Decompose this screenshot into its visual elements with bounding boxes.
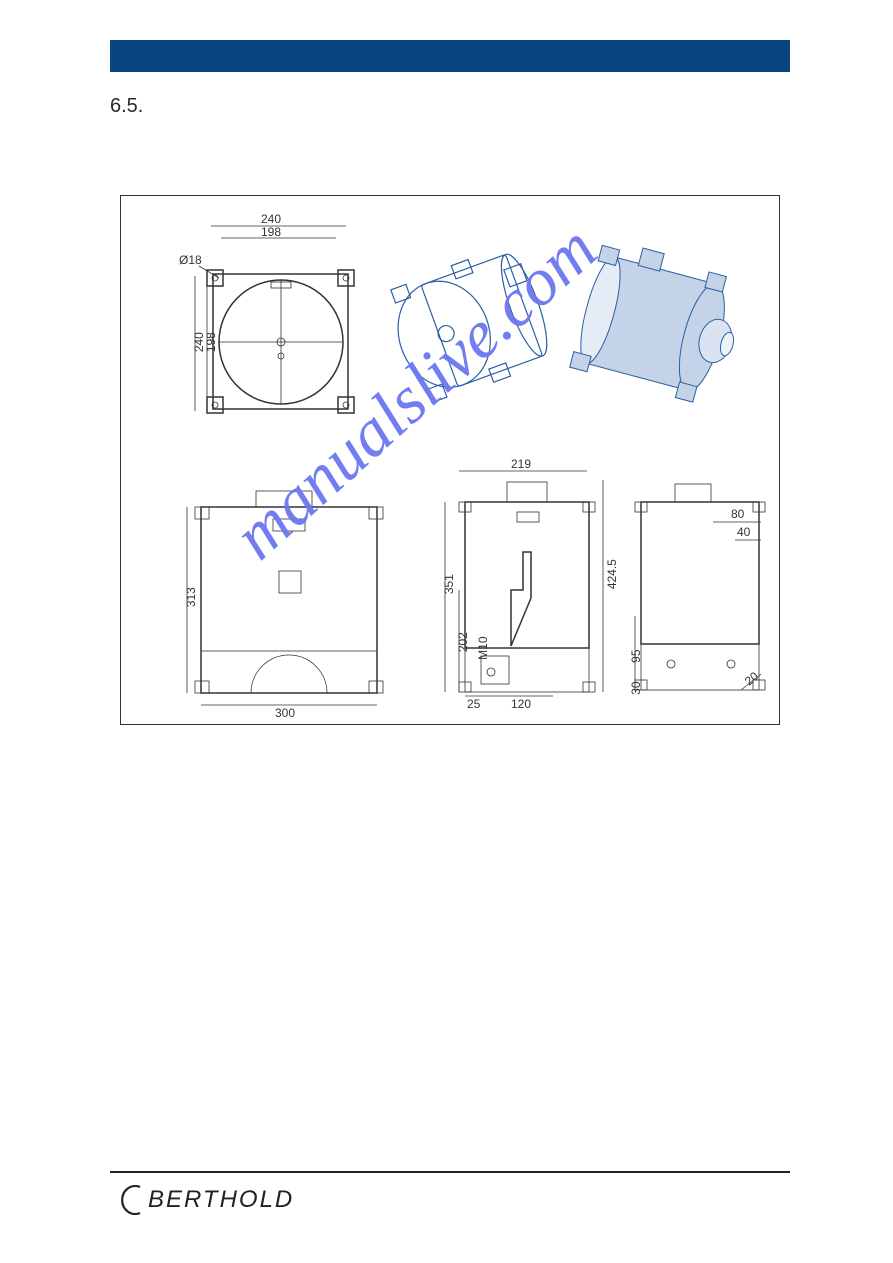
dim-w1: 240 <box>261 212 281 226</box>
dim-40: 40 <box>737 525 751 539</box>
dim-300: 300 <box>275 706 295 720</box>
dim-313: 313 <box>184 587 198 607</box>
dim-219: 219 <box>511 457 531 471</box>
dim-202: 202 <box>456 632 470 652</box>
brand-logo: BERTHOLD <box>120 1185 294 1215</box>
footer-rule <box>110 1171 790 1173</box>
dim-120: 120 <box>511 697 531 711</box>
technical-drawing: 240 198 240 198 Ø18 <box>120 195 780 725</box>
dim-20: 20 <box>742 669 761 689</box>
dim-95: 95 <box>629 649 643 663</box>
dim-w2: 198 <box>261 225 281 239</box>
dim-h2: 198 <box>204 332 218 352</box>
dim-351: 351 <box>442 574 456 594</box>
section-number: 6.5. <box>110 95 143 118</box>
brand-text: BERTHOLD <box>148 1186 294 1214</box>
dim-30: 30 <box>629 681 643 695</box>
header-bar <box>110 40 790 72</box>
dim-hole: Ø18 <box>179 253 202 267</box>
dim-25: 25 <box>467 697 481 711</box>
dim-80: 80 <box>731 507 745 521</box>
dim-4245: 424.5 <box>605 559 619 589</box>
